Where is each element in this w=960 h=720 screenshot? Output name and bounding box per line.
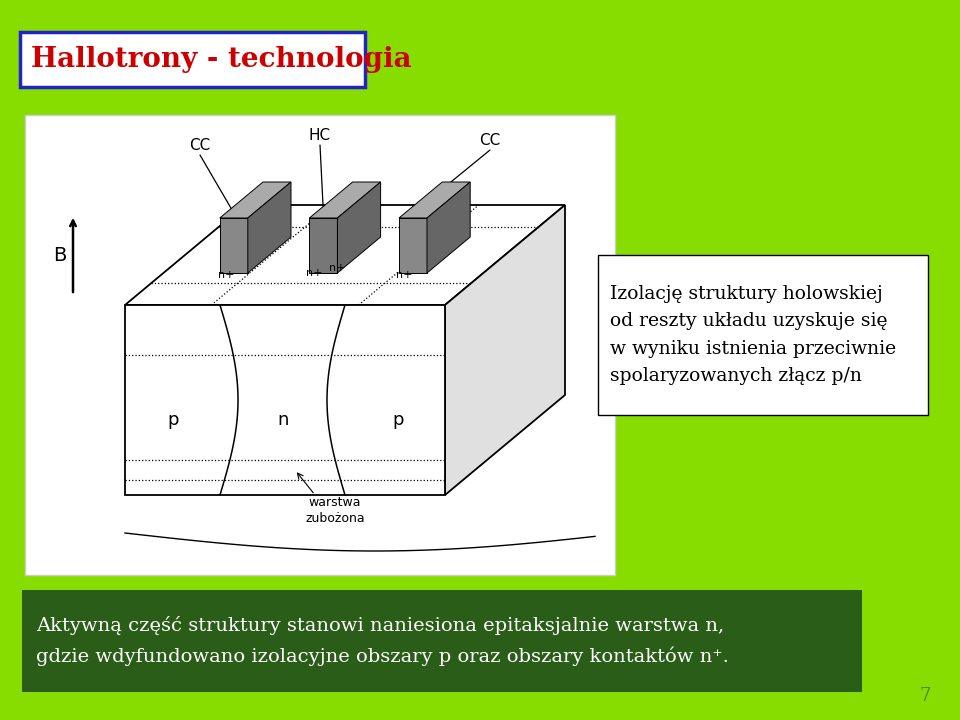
Text: Izolację struktury holowskiej
od reszty układu uzyskuje się
w wyniku istnienia p: Izolację struktury holowskiej od reszty … [610, 285, 896, 384]
Polygon shape [427, 182, 470, 273]
Text: n+: n+ [328, 263, 346, 273]
Text: n: n [277, 411, 289, 429]
Polygon shape [399, 218, 427, 273]
Polygon shape [125, 305, 445, 495]
Polygon shape [399, 182, 470, 218]
Text: Aktywną część struktury stanowi naniesiona epitaksjalnie warstwa n,
gdzie wdyfun: Aktywną część struktury stanowi naniesio… [36, 616, 729, 666]
Text: Hallotrony - technologia: Hallotrony - technologia [31, 46, 412, 73]
Polygon shape [248, 182, 291, 273]
Bar [20, 32, 365, 87]
Polygon shape [445, 205, 565, 495]
Polygon shape [220, 218, 248, 273]
Text: zubożona: zubożona [305, 511, 365, 524]
Polygon shape [220, 182, 291, 218]
Text: CC: CC [479, 132, 500, 148]
Text: warstwa: warstwa [309, 497, 361, 510]
Text: 7: 7 [920, 687, 930, 705]
Polygon shape [309, 218, 337, 273]
Text: p: p [167, 411, 179, 429]
Text: n+: n+ [396, 270, 412, 280]
Text: HC: HC [309, 127, 331, 143]
Polygon shape [309, 182, 380, 218]
Bar [598, 255, 928, 415]
Bar [22, 590, 862, 692]
Text: p: p [393, 411, 404, 429]
Text: CC: CC [189, 138, 210, 153]
Bar [25, 115, 615, 575]
Text: n+: n+ [306, 268, 323, 278]
Text: n+: n+ [219, 270, 235, 280]
Polygon shape [337, 182, 380, 273]
Polygon shape [125, 205, 565, 305]
Text: B: B [54, 246, 66, 264]
